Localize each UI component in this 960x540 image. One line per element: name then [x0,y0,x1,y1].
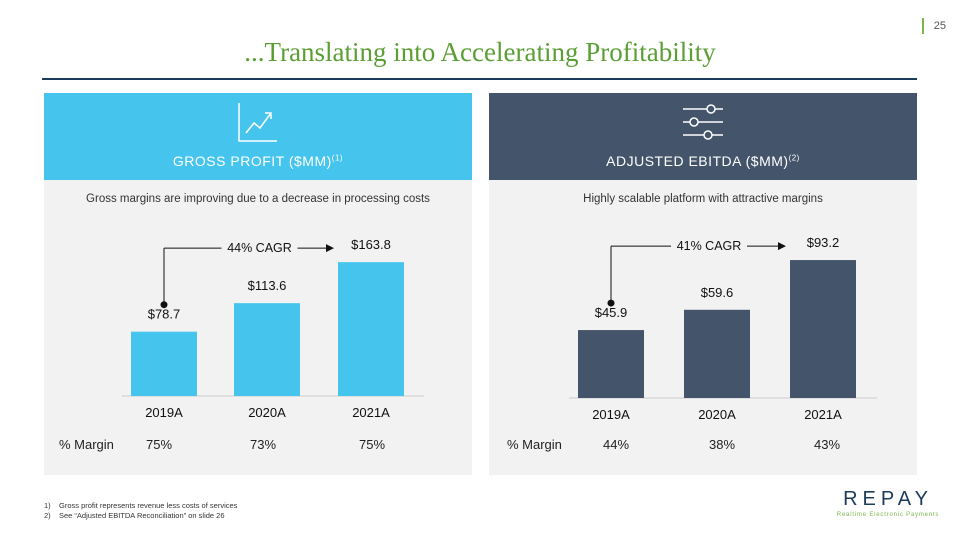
footnote-1: 1) Gross profit represents revenue less c… [44,501,238,510]
footnote-2: 2) See “Adjusted EBITDA Reconciliation” o… [44,511,225,520]
adjusted-ebitda-panel: ADJUSTED EBITDA ($MM)(2) Highly scalable… [489,93,917,475]
adjusted-ebitda-tick-label-2019A: 2019A [592,407,630,422]
gross-profit-heading: GROSS PROFIT ($MM)(1) [44,153,472,169]
adjusted-ebitda-value-label-2019A: $45.9 [595,305,628,320]
footnotes: 1) Gross profit represents revenue less c… [44,501,237,521]
gross-profit-margin-2021: 75% [359,437,386,452]
logo-wordmark: REPAY [843,488,933,510]
gross-profit-bar-2020A [234,303,300,396]
repay-logo: REPAY Realtime Electronic Payments [832,488,944,518]
gross-profit-heading-footnote: (1) [331,153,344,163]
gross-profit-margin-2020: 73% [250,437,277,452]
adjusted-ebitda-tick-label-2020A: 2020A [698,407,736,422]
gross-profit-value-label-2019A: $78.7 [148,307,181,322]
sliders-icon [683,104,723,140]
adjusted-ebitda-margin-2020: 38% [709,437,736,452]
adjusted-ebitda-chart: $45.9 2019A $59.6 2020A $93.2 2021A 41% CAGR [569,235,877,422]
gross-profit-cagr-label: 44% CAGR [227,241,292,255]
title-divider [42,78,917,80]
gross-profit-tick-label-2020A: 2020A [248,405,286,420]
gross-profit-tick-label-2019A: 2019A [145,405,183,420]
adjusted-ebitda-bar-2020A [684,309,750,398]
adjusted-ebitda-tick-label-2021A: 2021A [804,407,842,422]
adjusted-ebitda-cagr-arrowhead [778,242,786,251]
adjusted-ebitda-heading: ADJUSTED EBITDA ($MM)(2) [489,153,917,169]
adjusted-ebitda-heading-text: ADJUSTED EBITDA ($MM) [606,153,789,169]
gross-profit-margin-2019: 75% [146,437,173,452]
gross-profit-value-label-2021A: $163.8 [351,237,391,252]
adjusted-ebitda-heading-footnote: (2) [788,153,800,163]
gross-profit-tick-label-2021A: 2021A [352,405,390,420]
adjusted-ebitda-margin-2019: 44% [603,437,630,452]
slide-number: 25 [921,18,946,34]
gross-profit-bar-2019A [131,331,197,396]
adjusted-ebitda-margin-label: % Margin [507,437,562,452]
gross-profit-subtitle: Gross margins are improving due to a dec… [86,193,430,205]
gross-profit-header: GROSS PROFIT ($MM)(1) [44,93,472,180]
adjusted-ebitda-cagr-label: 41% CAGR [677,239,742,253]
page-title: ...Translating into Accelerating Profita… [244,37,716,67]
adjusted-ebitda-bar-2021A [790,260,856,398]
logo-tagline: Realtime Electronic Payments [836,512,940,518]
gross-profit-bar-2021A [338,262,404,396]
gross-profit-chart: $78.7 2019A $113.6 2020A $163.8 2021A 44% CAGR [122,237,424,420]
adjusted-ebitda-value-label-2021A: $93.2 [807,235,840,250]
line-chart-icon [238,103,277,142]
gross-profit-margin-label: % Margin [59,437,114,452]
gross-profit-cagr-arrowhead [326,244,334,253]
gross-profit-value-label-2020A: $113.6 [248,278,287,293]
adjusted-ebitda-value-label-2020A: $59.6 [701,285,734,300]
adjusted-ebitda-margin-2021: 43% [814,437,841,452]
gross-profit-heading-text: GROSS PROFIT ($MM) [172,153,332,169]
adjusted-ebitda-header: ADJUSTED EBITDA ($MM)(2) [489,93,917,180]
adjusted-ebitda-subtitle: Highly scalable platform with attractive… [583,193,823,205]
gross-profit-panel: GROSS PROFIT ($MM)(1) Gross margins are … [44,93,472,475]
adjusted-ebitda-bar-2019A [578,330,644,398]
